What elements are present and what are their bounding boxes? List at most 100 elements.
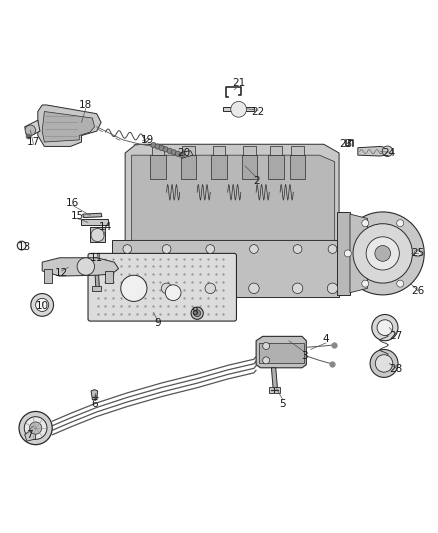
Polygon shape <box>44 269 52 283</box>
Text: 19: 19 <box>140 135 154 145</box>
Circle shape <box>155 144 160 149</box>
Text: 18: 18 <box>79 100 92 110</box>
Circle shape <box>165 285 181 301</box>
Circle shape <box>263 343 270 350</box>
Circle shape <box>31 294 53 316</box>
Polygon shape <box>182 147 194 155</box>
Polygon shape <box>112 240 339 297</box>
Text: 2: 2 <box>253 176 259 187</box>
Text: 27: 27 <box>389 332 403 341</box>
Polygon shape <box>350 214 367 293</box>
Text: 24: 24 <box>383 148 396 158</box>
Circle shape <box>122 283 133 294</box>
Polygon shape <box>337 212 350 295</box>
Circle shape <box>382 146 393 157</box>
Text: 17: 17 <box>27 137 40 147</box>
Text: 12: 12 <box>55 268 68 278</box>
Polygon shape <box>25 120 40 138</box>
Text: 15: 15 <box>71 211 84 221</box>
Text: 26: 26 <box>411 286 424 295</box>
Polygon shape <box>211 155 227 179</box>
Text: 20: 20 <box>177 148 191 158</box>
Text: 11: 11 <box>90 253 103 263</box>
Circle shape <box>29 422 42 434</box>
Polygon shape <box>132 155 335 240</box>
Circle shape <box>206 245 215 253</box>
Circle shape <box>292 283 303 294</box>
Polygon shape <box>38 105 101 147</box>
Circle shape <box>377 320 393 335</box>
Text: 16: 16 <box>66 198 79 208</box>
Polygon shape <box>182 151 193 158</box>
Text: 25: 25 <box>411 248 424 259</box>
Polygon shape <box>244 147 256 155</box>
Polygon shape <box>42 258 119 276</box>
Text: 14: 14 <box>99 222 112 232</box>
Circle shape <box>77 258 95 275</box>
Circle shape <box>91 229 104 241</box>
Circle shape <box>162 245 171 253</box>
Polygon shape <box>272 368 278 389</box>
Polygon shape <box>269 386 280 393</box>
Circle shape <box>19 411 52 445</box>
Polygon shape <box>92 286 101 290</box>
Polygon shape <box>91 390 98 400</box>
Circle shape <box>231 101 247 117</box>
Polygon shape <box>42 111 95 142</box>
Text: 22: 22 <box>252 107 265 117</box>
Text: 5: 5 <box>279 399 286 409</box>
Polygon shape <box>25 432 35 441</box>
Text: 23: 23 <box>339 139 352 149</box>
FancyBboxPatch shape <box>88 253 237 321</box>
Circle shape <box>194 310 201 317</box>
Circle shape <box>375 246 391 261</box>
Polygon shape <box>223 107 254 111</box>
Text: 8: 8 <box>192 308 198 317</box>
Circle shape <box>414 250 421 257</box>
Polygon shape <box>150 155 166 179</box>
Circle shape <box>179 152 184 158</box>
Text: 21: 21 <box>232 78 245 88</box>
Circle shape <box>397 280 404 287</box>
Circle shape <box>159 146 164 151</box>
Circle shape <box>341 212 424 295</box>
Circle shape <box>205 283 215 294</box>
Polygon shape <box>81 220 108 225</box>
Text: 28: 28 <box>389 364 403 374</box>
Polygon shape <box>268 155 284 179</box>
Circle shape <box>191 307 203 319</box>
Circle shape <box>171 150 177 155</box>
Circle shape <box>327 283 338 294</box>
Text: 3: 3 <box>301 351 307 361</box>
Circle shape <box>328 245 337 253</box>
Text: 9: 9 <box>155 318 161 328</box>
Text: 10: 10 <box>35 301 49 311</box>
Circle shape <box>344 250 351 257</box>
Circle shape <box>167 148 172 154</box>
Text: 13: 13 <box>18 242 32 252</box>
Polygon shape <box>290 155 305 179</box>
Polygon shape <box>125 144 339 243</box>
Polygon shape <box>106 271 113 283</box>
Circle shape <box>366 237 399 270</box>
Circle shape <box>375 354 393 372</box>
Polygon shape <box>242 155 258 179</box>
Circle shape <box>293 245 302 253</box>
Polygon shape <box>256 336 306 368</box>
Polygon shape <box>94 258 99 288</box>
Circle shape <box>17 241 26 250</box>
Polygon shape <box>358 147 389 156</box>
Circle shape <box>397 220 404 227</box>
Circle shape <box>263 357 270 364</box>
Circle shape <box>370 350 398 377</box>
Circle shape <box>362 280 369 287</box>
Circle shape <box>353 224 413 283</box>
Circle shape <box>121 275 147 302</box>
Polygon shape <box>270 147 282 155</box>
Circle shape <box>35 298 49 311</box>
Circle shape <box>24 417 47 439</box>
Circle shape <box>25 125 35 135</box>
Text: 4: 4 <box>323 334 329 344</box>
Circle shape <box>163 147 168 152</box>
Text: 6: 6 <box>91 399 98 409</box>
